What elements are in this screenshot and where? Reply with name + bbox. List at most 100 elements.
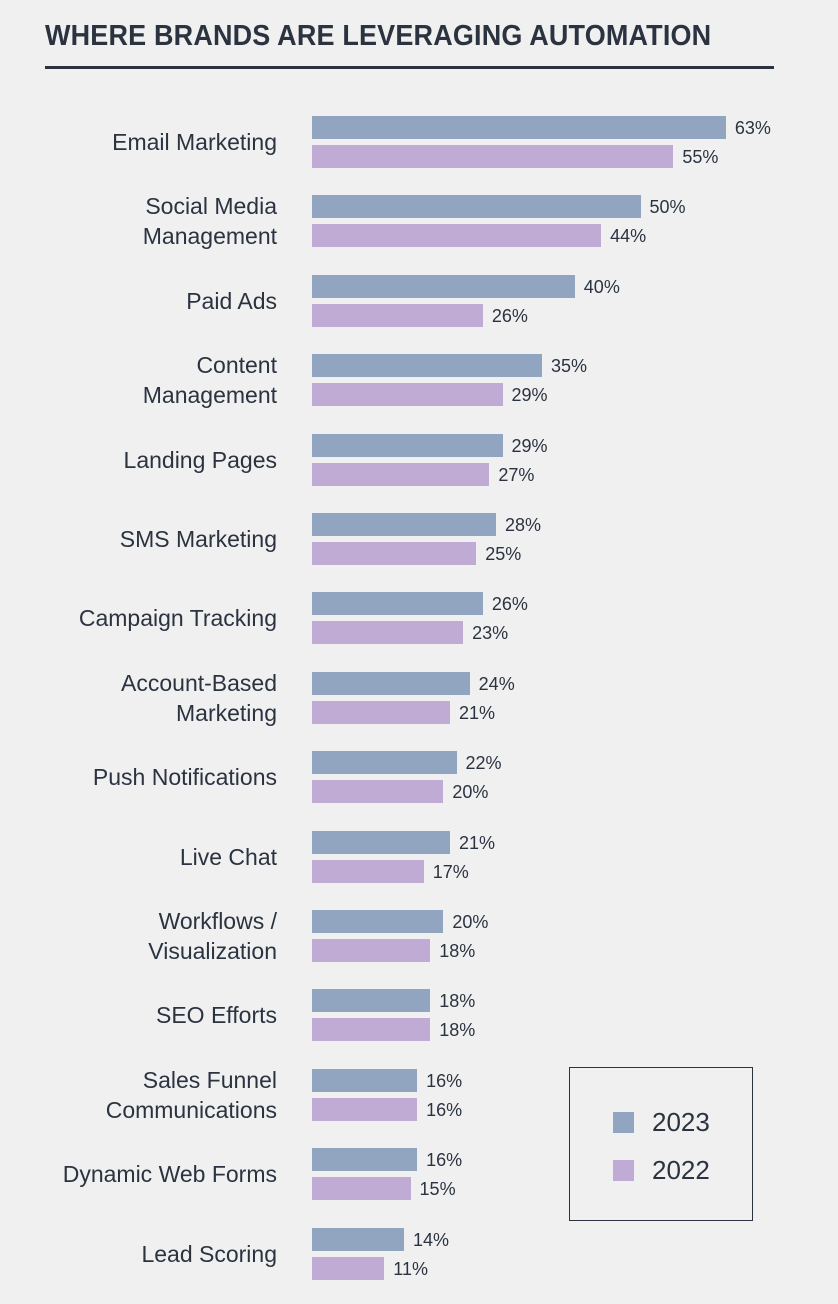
bar-2022: [312, 224, 602, 248]
data-label-2022: 27%: [498, 464, 535, 485]
category-label: Content Management: [7, 350, 277, 410]
bar-2022: [312, 383, 503, 407]
data-label-2022: 26%: [491, 305, 528, 326]
bar-2023: [312, 195, 641, 219]
category-label-line: SMS Marketing: [119, 526, 277, 552]
category-label-line: Communications: [105, 1096, 277, 1123]
data-label-2022: 55%: [682, 147, 719, 167]
data-label-2023: 29%: [511, 435, 548, 456]
category-label-line: Social Media: [145, 193, 277, 220]
data-label-2023: 14%: [412, 1229, 449, 1250]
chart-title: WHERE BRANDS ARE LEVERAGING AUTOMATION: [45, 20, 712, 52]
data-label-2023: 28%: [504, 515, 541, 535]
data-label-2023: 26%: [491, 594, 528, 615]
bar-2022: [312, 700, 450, 724]
category-label: Live Chat: [7, 842, 277, 872]
bar-2023: [312, 989, 431, 1013]
bar-2022: [312, 145, 674, 168]
category-label: Dynamic Web Forms: [7, 1159, 277, 1189]
data-label-2023: 16%: [426, 1150, 463, 1171]
category-label: Lead Scoring: [7, 1239, 277, 1269]
bar-2022: [312, 780, 444, 804]
data-label-2023: 16%: [426, 1070, 463, 1091]
bar-2023: [312, 433, 503, 457]
data-label-2023: 40%: [583, 276, 620, 297]
data-label-2023: 24%: [478, 673, 515, 694]
bar-2023: [312, 592, 483, 616]
bar-2023: [312, 274, 575, 298]
bar-2022: [312, 462, 490, 486]
category-label-line: Sales Funnel: [142, 1066, 277, 1093]
bar-2022: [312, 621, 464, 645]
category-label-line: Account-Based: [121, 669, 277, 696]
data-label-2023: 50%: [649, 197, 686, 218]
bar-2023: [312, 116, 726, 139]
bar-2023: [312, 830, 450, 854]
data-label-2022: 18%: [439, 941, 476, 961]
bar-2022: [312, 1256, 385, 1280]
category-label-line: Marketing: [176, 699, 277, 726]
category-label: Landing Pages: [7, 445, 277, 475]
bar-2023: [312, 354, 542, 378]
bar-2022: [312, 939, 431, 962]
data-label-2023: 35%: [550, 356, 587, 377]
category-label-line: Management: [142, 223, 277, 250]
bar-2023: [312, 1068, 418, 1092]
category-label-line: Email Marketing: [112, 129, 277, 155]
legend: 2023 2022: [569, 1067, 753, 1221]
data-label-2022: 21%: [458, 702, 495, 723]
category-label-line: Dynamic Web Forms: [62, 1161, 277, 1188]
data-label-2022: 11%: [393, 1258, 428, 1279]
legend-swatch-2023: [613, 1112, 634, 1133]
category-label-line: Workflows /: [158, 908, 277, 934]
category-label-line: Content: [196, 352, 277, 379]
legend-label-2023: 2023: [652, 1107, 710, 1137]
bar-2022: [312, 542, 477, 565]
data-label-2022: 16%: [426, 1099, 463, 1120]
category-label: Email Marketing: [7, 127, 277, 157]
category-label-line: Management: [142, 382, 277, 409]
category-label: SMS Marketing: [7, 524, 277, 554]
bar-2023: [312, 1148, 418, 1172]
category-label: Account-Based Marketing: [7, 668, 277, 728]
category-label: Workflows / Visualization: [7, 906, 277, 966]
data-label-2023: 18%: [439, 991, 476, 1012]
category-label-line: Push Notifications: [92, 764, 277, 791]
category-label: Sales Funnel Communications: [7, 1065, 277, 1125]
bar-2023: [312, 910, 444, 933]
category-label-line: Paid Ads: [186, 287, 277, 314]
category-label-line: SEO Efforts: [155, 1002, 277, 1029]
bar-2022: [312, 303, 483, 327]
bar-2022: [312, 1018, 431, 1042]
category-label-line: Lead Scoring: [141, 1240, 277, 1267]
data-label-2023: 20%: [452, 912, 489, 932]
title-underline: [45, 66, 774, 69]
legend-swatch-2022: [613, 1160, 634, 1181]
data-label-2023: 21%: [458, 832, 495, 853]
bar-2022: [312, 1097, 418, 1121]
bar-2022: [312, 859, 424, 883]
legend-label-2022: 2022: [652, 1155, 710, 1185]
bar-2023: [312, 1227, 404, 1251]
data-label-2022: 44%: [610, 226, 647, 247]
data-label-2022: 17%: [432, 861, 469, 882]
category-label-line: Landing Pages: [123, 446, 277, 473]
category-label: Paid Ads: [7, 286, 277, 316]
data-label-2022: 18%: [439, 1020, 476, 1041]
category-label-line: Live Chat: [179, 843, 277, 870]
category-label-line: Campaign Tracking: [78, 605, 277, 632]
data-label-2022: 29%: [511, 385, 548, 406]
data-label-2022: 20%: [452, 782, 489, 803]
category-label-line: Visualization: [148, 938, 277, 964]
category-label: Push Notifications: [7, 762, 277, 792]
bar-2023: [312, 671, 470, 695]
data-label-2022: 15%: [419, 1179, 456, 1200]
bar-2022: [312, 1177, 411, 1201]
bar-2023: [312, 751, 457, 775]
category-label: Social Media Management: [7, 191, 277, 251]
category-label: SEO Efforts: [7, 1000, 277, 1030]
data-label-2022: 23%: [472, 623, 509, 644]
data-label-2023: 22%: [465, 753, 502, 774]
data-label-2022: 25%: [485, 544, 522, 564]
bar-2023: [312, 513, 496, 536]
